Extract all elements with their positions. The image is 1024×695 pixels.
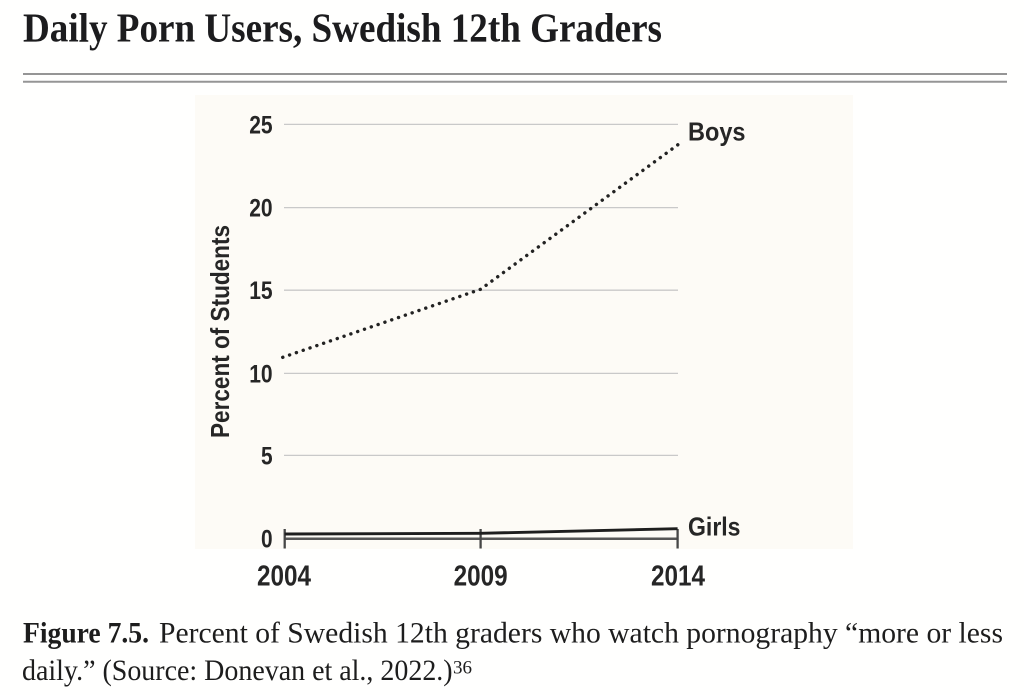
svg-text:2004: 2004: [257, 561, 311, 593]
svg-text:daily.” (Source: Donevan et al: daily.” (Source: Donevan et al., 2022.): [22, 655, 453, 687]
svg-text:36: 36: [453, 658, 472, 679]
svg-text:Girls: Girls: [688, 512, 741, 542]
svg-text:Daily Porn Users, Swedish 12th: Daily Porn Users, Swedish 12th Graders: [23, 5, 662, 51]
svg-text:20: 20: [249, 195, 272, 223]
svg-text:Boys: Boys: [688, 117, 746, 147]
svg-text:2014: 2014: [651, 561, 705, 593]
svg-text:10: 10: [249, 360, 272, 388]
svg-text:5: 5: [261, 442, 273, 470]
svg-text:0: 0: [261, 526, 273, 554]
svg-text:Percent of Swedish 12th grader: Percent of Swedish 12th graders who watc…: [159, 618, 1003, 650]
svg-text:Percent of Students: Percent of Students: [205, 225, 235, 438]
svg-text:Figure 7.5.: Figure 7.5.: [23, 618, 149, 650]
svg-text:25: 25: [249, 111, 272, 139]
svg-text:2009: 2009: [454, 561, 508, 593]
svg-text:15: 15: [249, 277, 272, 305]
